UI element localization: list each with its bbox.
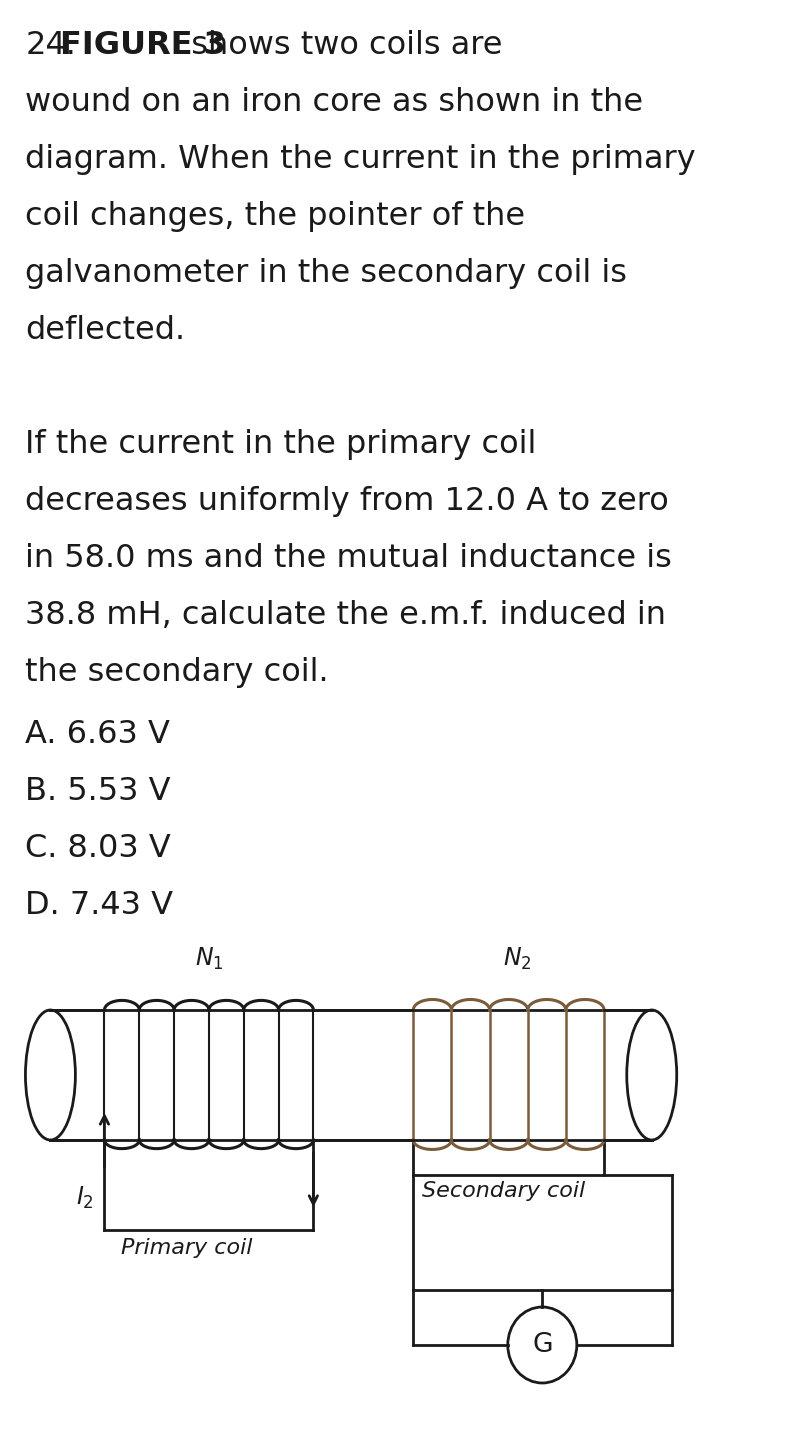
Text: Secondary coil: Secondary coil — [423, 1181, 586, 1201]
Text: If the current in the primary coil: If the current in the primary coil — [26, 429, 537, 459]
Text: decreases uniformly from 12.0 A to zero: decreases uniformly from 12.0 A to zero — [26, 487, 670, 517]
Text: diagram. When the current in the primary: diagram. When the current in the primary — [26, 144, 696, 176]
Text: A. 6.63 V: A. 6.63 V — [26, 719, 170, 750]
Circle shape — [508, 1308, 577, 1382]
Text: B. 5.53 V: B. 5.53 V — [26, 776, 171, 806]
Text: galvanometer in the secondary coil is: galvanometer in the secondary coil is — [26, 258, 627, 289]
Text: FIGURE 3: FIGURE 3 — [60, 30, 225, 60]
Text: shows two coils are: shows two coils are — [171, 30, 503, 60]
Ellipse shape — [626, 1009, 677, 1140]
Text: $N_2$: $N_2$ — [503, 946, 532, 972]
Text: C. 8.03 V: C. 8.03 V — [26, 832, 171, 864]
Text: Primary coil: Primary coil — [121, 1238, 252, 1259]
Text: 38.8 mH, calculate the e.m.f. induced in: 38.8 mH, calculate the e.m.f. induced in — [26, 600, 666, 631]
Text: $N_1$: $N_1$ — [195, 946, 223, 972]
Text: in 58.0 ms and the mutual inductance is: in 58.0 ms and the mutual inductance is — [26, 543, 672, 575]
Text: coil changes, the pointer of the: coil changes, the pointer of the — [26, 202, 526, 232]
Text: G: G — [532, 1332, 553, 1358]
Text: D. 7.43 V: D. 7.43 V — [26, 890, 173, 922]
Text: deflected.: deflected. — [26, 315, 185, 346]
Text: 24.: 24. — [26, 30, 77, 60]
Text: the secondary coil.: the secondary coil. — [26, 657, 329, 688]
Text: wound on an iron core as shown in the: wound on an iron core as shown in the — [26, 86, 643, 118]
Text: $I_2$: $I_2$ — [76, 1185, 93, 1211]
